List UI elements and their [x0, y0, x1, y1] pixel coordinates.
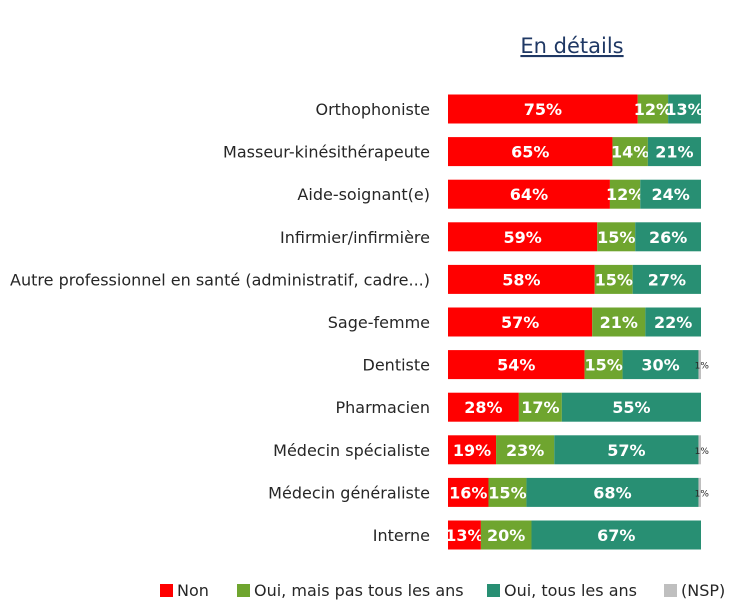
bar-segment — [480, 520, 532, 550]
legend-label: (NSP) — [681, 581, 725, 600]
bar-segment — [637, 94, 669, 124]
data-label: 13% — [445, 526, 483, 545]
bar-segment — [647, 137, 701, 167]
data-label: 14% — [611, 143, 649, 162]
bar-segment — [448, 179, 610, 209]
data-label: 15% — [597, 228, 635, 247]
legend-swatch — [664, 584, 677, 597]
data-label: 57% — [501, 313, 539, 332]
data-label: 21% — [600, 313, 638, 332]
legend-swatch — [237, 584, 250, 597]
data-label: 22% — [654, 313, 692, 332]
data-label: 21% — [655, 143, 693, 162]
legend-swatch — [487, 584, 500, 597]
data-label: 23% — [506, 441, 544, 460]
category-label: Autre professionnel en santé (administra… — [10, 270, 430, 289]
category-label: Médecin généraliste — [268, 483, 430, 502]
bar-segment — [597, 222, 636, 252]
data-label: 13% — [665, 100, 703, 119]
bar-segment — [612, 137, 648, 167]
bar-segment — [640, 179, 701, 209]
bar-segment — [496, 435, 555, 465]
category-label: Pharmacien — [335, 398, 430, 417]
category-label: Médecin spécialiste — [273, 441, 430, 460]
bar-segment — [448, 435, 497, 465]
data-label: 19% — [453, 441, 491, 460]
bar-segment — [698, 435, 701, 465]
bar-segment — [526, 477, 699, 507]
data-label: 64% — [510, 185, 548, 204]
data-label: 15% — [595, 270, 633, 289]
bar-segment — [592, 307, 646, 337]
data-label: 27% — [648, 270, 686, 289]
chart-title: En détails — [520, 34, 623, 58]
data-label: 28% — [464, 398, 502, 417]
bar-segment — [531, 520, 701, 550]
data-label: 15% — [584, 356, 622, 375]
bar-segment — [448, 392, 519, 422]
data-label: 1% — [695, 489, 710, 499]
data-label: 15% — [488, 483, 526, 502]
bar-segment — [448, 94, 638, 124]
bar-segment — [609, 179, 641, 209]
bar-segment — [448, 520, 481, 550]
bar-segment — [635, 222, 701, 252]
category-label: Aide-soignant(e) — [297, 185, 430, 204]
legend-label: Non — [177, 581, 209, 600]
bar-segment — [622, 350, 699, 380]
data-label: 67% — [597, 526, 635, 545]
bar-segment — [632, 264, 701, 294]
data-label: 59% — [503, 228, 541, 247]
legend: Non Oui, mais pas tous les ans Oui, tous l… — [160, 581, 725, 600]
bar-segment — [448, 307, 593, 337]
category-label: Dentiste — [363, 356, 430, 375]
data-label: 1% — [695, 362, 710, 372]
bar-segment — [448, 350, 585, 380]
bar-segment — [448, 477, 489, 507]
data-label: 12% — [634, 100, 672, 119]
bar-segment — [488, 477, 527, 507]
data-label: 65% — [511, 143, 549, 162]
bar-segment — [448, 137, 613, 167]
category-label: Infirmier/infirmière — [280, 228, 430, 247]
bar-segment — [668, 94, 701, 124]
category-labels: Orthophoniste Masseur-kinésithérapeute Aid… — [10, 100, 430, 545]
category-label: Sage-femme — [328, 313, 430, 332]
data-label: 1% — [695, 447, 710, 457]
data-label: 75% — [524, 100, 562, 119]
data-label: 26% — [649, 228, 687, 247]
bar-segment — [698, 350, 701, 380]
bar-segment — [554, 435, 699, 465]
category-label: Masseur-kinésithérapeute — [223, 143, 430, 162]
data-label: 12% — [606, 185, 644, 204]
data-label: 54% — [497, 356, 535, 375]
bar-segment — [561, 392, 701, 422]
category-label: Orthophoniste — [316, 100, 431, 119]
data-label: 24% — [651, 185, 689, 204]
data-label: 58% — [502, 270, 540, 289]
legend-swatch — [160, 584, 173, 597]
data-label: 16% — [449, 483, 487, 502]
bar-segment — [448, 222, 598, 252]
data-label: 20% — [487, 526, 525, 545]
bar-segment — [698, 477, 701, 507]
data-label: 55% — [612, 398, 650, 417]
bar-segment — [518, 392, 562, 422]
data-label: 57% — [607, 441, 645, 460]
data-label: 30% — [641, 356, 679, 375]
bars: 75% 12%13%65% 14% 21%64% 12% 24%59% 15% 26%58% 1… — [445, 94, 710, 550]
data-label: 17% — [521, 398, 559, 417]
legend-label: Oui, mais pas tous les ans — [254, 581, 464, 600]
bar-segment — [645, 307, 701, 337]
category-label: Interne — [373, 526, 430, 545]
bar-segment — [594, 264, 633, 294]
data-label: 68% — [593, 483, 631, 502]
bar-segment — [584, 350, 623, 380]
legend-label: Oui, tous les ans — [504, 581, 637, 600]
bar-segment — [448, 264, 595, 294]
